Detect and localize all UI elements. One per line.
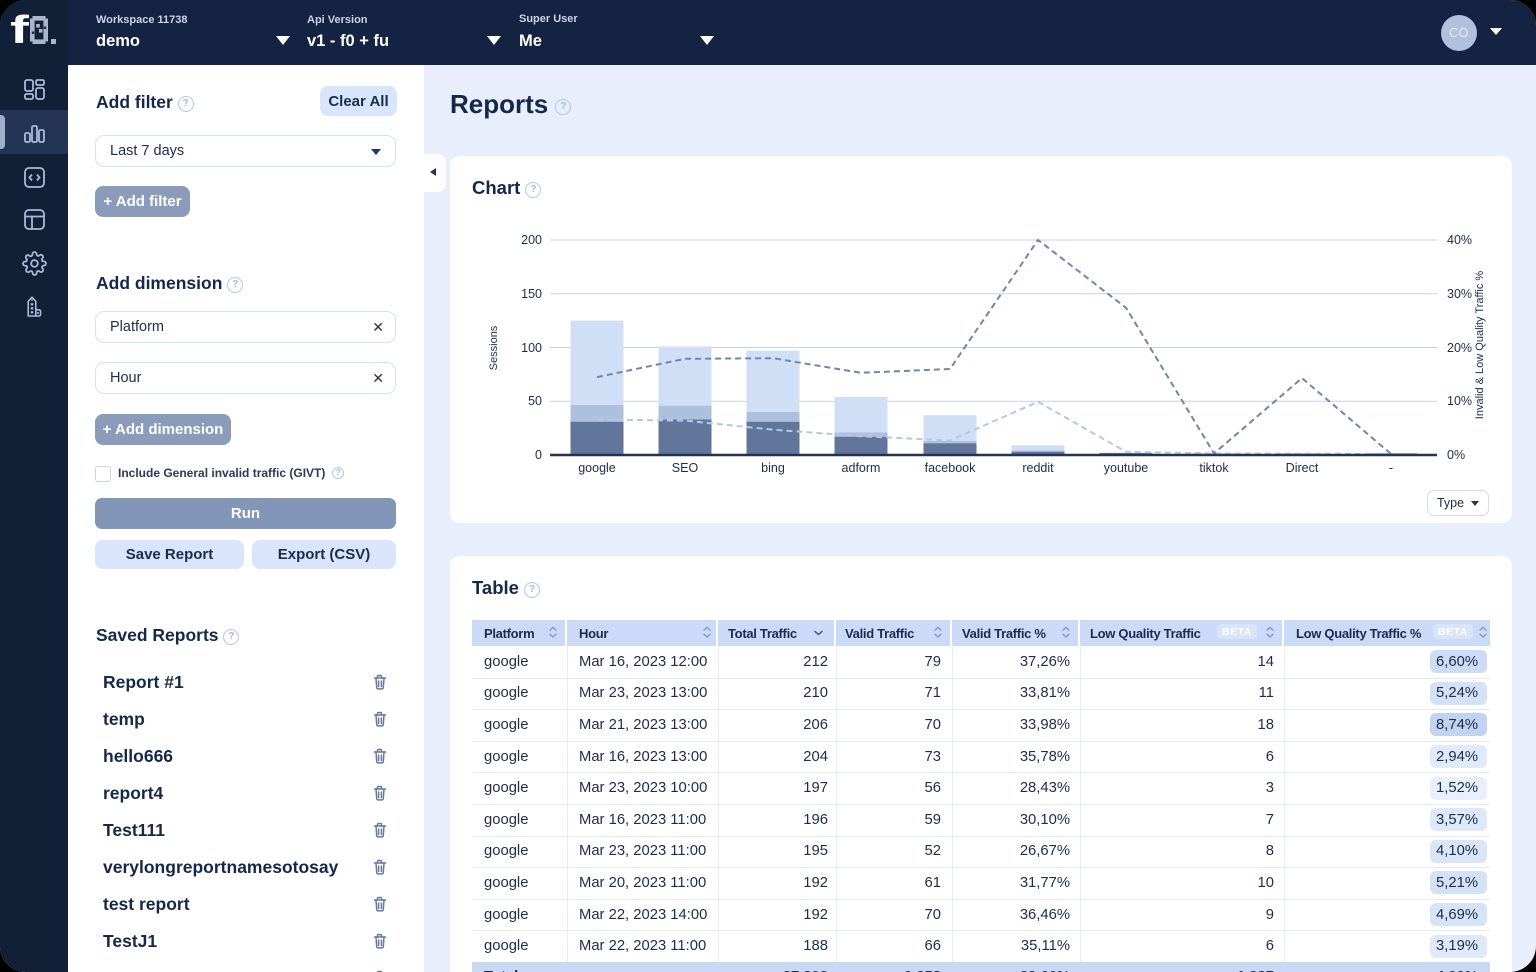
svg-text:tiktok: tiktok <box>1199 461 1229 475</box>
svg-text:google: google <box>578 461 616 475</box>
svg-text:SEO: SEO <box>672 461 699 475</box>
svg-text:20%: 20% <box>1447 341 1472 355</box>
svg-text:-: - <box>1389 461 1393 475</box>
svg-text:30%: 30% <box>1447 287 1472 301</box>
svg-text:reddit: reddit <box>1022 461 1054 475</box>
svg-text:Sessions: Sessions <box>488 325 500 370</box>
svg-text:youtube: youtube <box>1104 461 1149 475</box>
svg-text:bing: bing <box>761 461 785 475</box>
svg-text:40%: 40% <box>1447 233 1472 247</box>
svg-text:10%: 10% <box>1447 394 1472 408</box>
svg-text:0%: 0% <box>1447 448 1465 462</box>
svg-text:200: 200 <box>521 233 542 247</box>
svg-text:Invalid & Low Quality Traffic: Invalid & Low Quality Traffic % <box>1474 271 1486 420</box>
svg-text:Direct: Direct <box>1286 461 1319 475</box>
svg-text:100: 100 <box>521 341 542 355</box>
svg-text:50: 50 <box>528 394 542 408</box>
svg-text:0: 0 <box>535 448 542 462</box>
svg-text:adform: adform <box>842 461 881 475</box>
svg-text:150: 150 <box>521 287 542 301</box>
svg-text:facebook: facebook <box>925 461 976 475</box>
